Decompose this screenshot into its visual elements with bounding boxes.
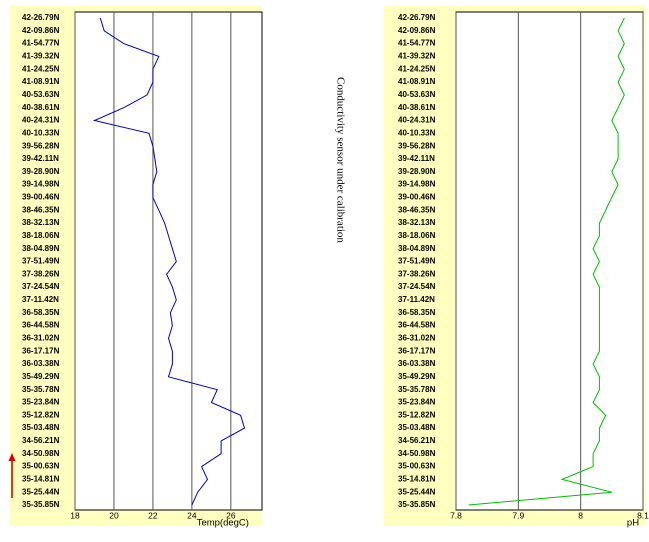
- y-tick-label: 39-00.46N: [398, 193, 436, 202]
- y-tick-label: 35-00.63N: [22, 462, 60, 471]
- y-tick-label: 37-11.42N: [22, 295, 59, 304]
- y-tick-label: 36-44.58N: [398, 321, 436, 330]
- y-tick-label: 36-44.58N: [22, 321, 60, 330]
- y-tick-label: 38-46.35N: [22, 205, 60, 214]
- y-tick-label: 40-38.61N: [22, 103, 60, 112]
- x-tick-label: 7.9: [512, 510, 524, 520]
- y-tick-label: 35-03.48N: [22, 423, 60, 432]
- y-tick-label: 35-25.44N: [398, 487, 436, 496]
- x-tick-label: 18: [70, 510, 80, 520]
- y-tick-label: 36-58.35N: [22, 308, 60, 317]
- y-tick-label: 42-09.86N: [398, 26, 436, 35]
- y-tick-label: 38-18.06N: [398, 231, 436, 240]
- y-tick-label: 41-08.91N: [398, 77, 436, 86]
- y-tick-label: 41-39.32N: [22, 52, 60, 61]
- y-tick-label: 42-26.79N: [22, 13, 60, 22]
- y-tick-label: 39-28.90N: [22, 167, 60, 176]
- y-tick-label: 37-24.54N: [22, 282, 60, 291]
- y-tick-label: 38-04.89N: [22, 244, 60, 253]
- x-tick-label: 7.8: [450, 510, 462, 520]
- x-tick-label: 26: [226, 510, 236, 520]
- y-tick-label: 40-53.63N: [22, 90, 60, 99]
- y-tick-label: 37-38.26N: [22, 269, 60, 278]
- y-tick-label: 38-32.13N: [22, 218, 60, 227]
- x-tick-label: 22: [148, 510, 158, 520]
- y-tick-label: 35-49.29N: [398, 372, 436, 381]
- y-tick-label: 35-00.63N: [398, 462, 436, 471]
- y-tick-label: 37-51.49N: [22, 257, 60, 266]
- y-tick-label: 37-11.42N: [398, 295, 435, 304]
- y-tick-label: 35-12.82N: [398, 410, 436, 419]
- y-tick-label: 42-26.79N: [398, 13, 436, 22]
- y-tick-label: 35-35.85N: [22, 500, 60, 509]
- y-tick-label: 40-24.31N: [398, 116, 436, 125]
- x-tick-label: 20: [109, 510, 119, 520]
- x-axis-label: pH: [627, 518, 639, 529]
- y-tick-label: 35-23.84N: [22, 398, 60, 407]
- y-tick-label: 41-39.32N: [398, 52, 436, 61]
- y-tick-label: 36-17.17N: [22, 346, 60, 355]
- y-tick-label: 34-50.98N: [398, 449, 436, 458]
- y-tick-label: 36-31.02N: [398, 334, 436, 343]
- y-tick-label: 38-18.06N: [22, 231, 60, 240]
- y-tick-label: 37-38.26N: [398, 269, 436, 278]
- y-tick-label: 40-53.63N: [398, 90, 436, 99]
- y-tick-label: 36-17.17N: [398, 346, 436, 355]
- y-tick-label: 40-38.61N: [398, 103, 436, 112]
- x-tick-label: 8.1: [637, 510, 649, 520]
- x-tick-label: 24: [187, 510, 197, 520]
- y-tick-label: 39-14.98N: [22, 180, 60, 189]
- y-tick-label: 41-24.25N: [22, 64, 60, 73]
- x-axis-label: Temp(degC): [197, 518, 249, 529]
- y-tick-label: 41-24.25N: [398, 64, 436, 73]
- y-tick-label: 36-31.02N: [22, 334, 60, 343]
- arrow-head: [8, 453, 16, 461]
- y-tick-label: 37-24.54N: [398, 282, 436, 291]
- y-tick-label: 39-42.11N: [398, 154, 435, 163]
- y-tick-label: 40-10.33N: [398, 128, 436, 137]
- y-tick-label: 40-10.33N: [22, 128, 60, 137]
- y-tick-label: 40-24.31N: [22, 116, 60, 125]
- y-tick-label: 35-14.81N: [398, 474, 436, 483]
- y-tick-label: 41-54.77N: [22, 39, 60, 48]
- y-tick-label: 38-32.13N: [398, 218, 436, 227]
- y-tick-label: 35-25.44N: [22, 487, 60, 496]
- y-tick-label: 36-58.35N: [398, 308, 436, 317]
- y-tick-label: 35-49.29N: [22, 372, 60, 381]
- plot-area: [455, 11, 644, 511]
- x-tick-label: 8: [578, 510, 583, 520]
- y-tick-label: 35-03.48N: [398, 423, 436, 432]
- y-tick-label: 39-28.90N: [398, 167, 436, 176]
- y-tick-label: 35-35.85N: [398, 500, 436, 509]
- plot-area: [74, 11, 263, 511]
- y-tick-label: 35-35.78N: [398, 385, 436, 394]
- y-tick-label: 36-03.38N: [398, 359, 436, 368]
- data-line: [468, 17, 625, 506]
- y-tick-label: 39-42.11N: [22, 154, 59, 163]
- y-tick-label: 34-56.21N: [398, 436, 436, 445]
- y-tick-label: 39-00.46N: [22, 193, 60, 202]
- y-tick-label: 34-56.21N: [22, 436, 60, 445]
- y-tick-label: 42-09.86N: [22, 26, 60, 35]
- y-tick-label: 35-23.84N: [398, 398, 436, 407]
- y-tick-label: 39-14.98N: [398, 180, 436, 189]
- y-tick-label: 36-03.38N: [22, 359, 60, 368]
- y-tick-label: 35-14.81N: [22, 474, 60, 483]
- y-tick-label: 41-08.91N: [22, 77, 60, 86]
- y-tick-label: 37-51.49N: [398, 257, 436, 266]
- y-tick-label: 34-50.98N: [22, 449, 60, 458]
- annotation: Conductivity sensor under calibration: [334, 77, 346, 243]
- data-line: [92, 17, 246, 506]
- y-tick-label: 35-35.78N: [22, 385, 60, 394]
- y-tick-label: 39-56.28N: [398, 141, 436, 150]
- y-tick-label: 35-12.82N: [22, 410, 60, 419]
- y-tick-label: 38-46.35N: [398, 205, 436, 214]
- y-tick-label: 38-04.89N: [398, 244, 436, 253]
- y-tick-label: 39-56.28N: [22, 141, 60, 150]
- y-tick-label: 41-54.77N: [398, 39, 436, 48]
